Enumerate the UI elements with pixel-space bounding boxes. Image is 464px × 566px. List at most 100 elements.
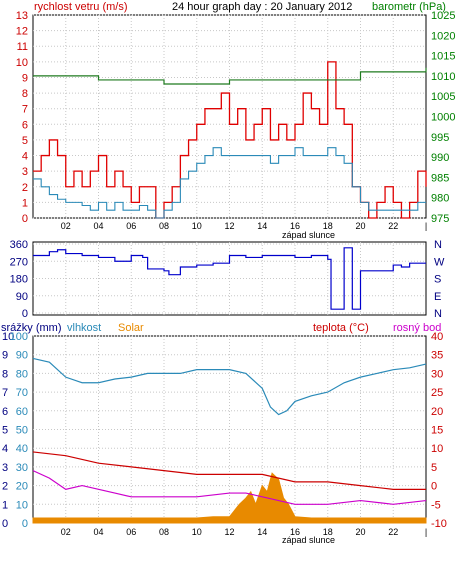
panel2-right-tick: N [434,239,442,251]
panel3-xtick: 12 [224,527,234,537]
panel3-srazky-tick: 7 [2,387,8,399]
panel3-right-tick: -5 [431,499,441,511]
panel1-left-tick: 4 [22,151,28,163]
panel3-xtick: 14 [257,527,267,537]
panel3-xtick: 10 [192,527,202,537]
panel2-left-tick: 90 [16,291,28,303]
panel3-xtick: 16 [290,527,300,537]
panel3-srazky-tick: 3 [2,462,8,474]
panel1-right-tick: 1000 [431,112,455,124]
panel3-right-tick: 10 [431,443,443,455]
panel3-srazky-tick: 4 [2,443,8,455]
panel1-right-tick: 985 [431,172,449,184]
panel1-left-tick: 5 [22,135,28,147]
panel3-rosny-series [32,470,427,505]
panel3-vlhkost-label: vlhkost [67,322,101,334]
panel1-left-tick: 9 [22,72,28,84]
panel3-right-tick: 15 [431,425,443,437]
panel1-x-annotation: západ slunce [282,230,335,240]
panel3-xtick: | [425,527,427,537]
panel3-vlhkost-tick: 50 [16,425,28,437]
panel1-right-tick: 990 [431,152,449,164]
panel3-vlhkost-tick: 70 [16,387,28,399]
panel2-left-tick: 0 [22,308,28,320]
panel3-vlhkost-tick: 100 [10,331,28,343]
panel2-right-tick: E [434,291,441,303]
panel3-right-tick: 0 [431,481,437,493]
panel1-left-tick: 7 [22,104,28,116]
panel3-right-tick: -10 [431,518,447,530]
panel1-left-label: rychlost vetru (m/s) [34,1,128,13]
panel1-left-tick: 0 [22,213,28,225]
panel1-xtick: 22 [388,221,398,231]
panel3-right-tick: 25 [431,387,443,399]
panel1-left-tick: 13 [16,10,28,22]
panel1-right-tick: 1020 [431,30,455,42]
panel3-right-tick: 20 [431,406,443,418]
panel1-left-tick: 1 [22,197,28,209]
panel3-right-tick: 40 [431,331,443,343]
panel3-vlhkost-tick: 10 [16,499,28,511]
panel1-left-tick: 3 [22,166,28,178]
panel1-xtick: 04 [93,221,103,231]
panel3-xtick: 02 [61,527,71,537]
panel3-srazky-tick: 10 [2,331,14,343]
panel2-left-tick: 270 [10,256,28,268]
panel2-right-tick: W [434,256,445,268]
panel3-xtick: 06 [126,527,136,537]
panel1-xtick: 16 [290,221,300,231]
panel3-rosny-label: rosný bod [393,322,441,334]
panel3-srazky-tick: 2 [2,481,8,493]
panel1-xtick: 08 [159,221,169,231]
panel3-right-tick: 35 [431,350,443,362]
panel3-solar-series [32,472,427,524]
panel3-srazky-tick: 6 [2,406,8,418]
panel2-direction-series [33,247,426,310]
panel1-left-tick: 2 [22,182,28,194]
panel3-right-tick: 30 [431,368,443,380]
panel2-left-tick: 360 [10,239,28,251]
panel3-vlhkost-tick: 90 [16,350,28,362]
panel2-right-tick: N [434,308,442,320]
panel1-left-tick: 10 [16,57,28,69]
panel1-right-tick: 1005 [431,91,455,103]
panel1-barometr-series [33,67,427,85]
panel2-right-tick: S [434,274,441,286]
panel3-vlhkost-tick: 60 [16,406,28,418]
panel3-srazky-tick: 1 [2,499,8,511]
panel1-right-label: barometr (hPa) [372,1,446,13]
panel1-average-series [33,147,426,219]
panel3-xtick: 22 [388,527,398,537]
panel1-xtick: 18 [323,221,333,231]
panel1-right-tick: 1025 [431,10,455,22]
panel1-right-tick: 975 [431,213,449,225]
panel1-right-tick: 995 [431,132,449,144]
panel3-srazky-tick: 8 [2,368,8,380]
panel1-left-tick: 12 [16,26,28,38]
panel1-title: 24 hour graph day : 20 January 2012 [172,1,352,13]
panel1-xtick: 10 [192,221,202,231]
panel1-xtick: | [425,221,427,231]
panel1-right-tick: 980 [431,193,449,205]
panel1-xtick: 06 [126,221,136,231]
panel1-xtick: 02 [61,221,71,231]
panel3-vlhkost-tick: 80 [16,368,28,380]
panel3-xtick: 08 [159,527,169,537]
panel1-left-tick: 6 [22,119,28,131]
panel1-xtick: 20 [355,221,365,231]
panel3-vlhkost-series [32,357,427,416]
panel3-vlhkost-tick: 20 [16,481,28,493]
panel3-xtick: 20 [355,527,365,537]
panel3-srazky-tick: 9 [2,350,8,362]
panel1-left-tick: 11 [17,41,28,53]
panel3-srazky-label: srážky (mm) [1,322,62,334]
panel3-vlhkost-tick: 40 [16,443,28,455]
panel3-srazky-tick: 0 [2,518,8,530]
panel3-solar-label: Solar [118,322,144,334]
panel1-xtick: 14 [257,221,267,231]
panel3-xtick: 18 [323,527,333,537]
panel3-teplota-series [32,451,426,490]
panel1-left-tick: 8 [22,88,28,100]
